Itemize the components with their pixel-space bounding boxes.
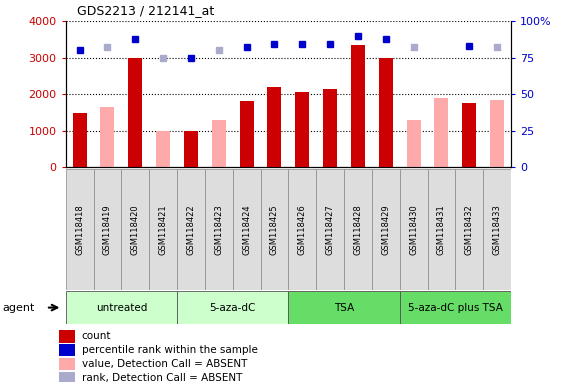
Text: TSA: TSA — [334, 303, 354, 313]
Bar — [295, 92, 309, 167]
Bar — [456, 169, 483, 290]
Bar — [73, 113, 87, 167]
Bar — [428, 169, 456, 290]
Bar — [122, 169, 149, 290]
Text: GSM118433: GSM118433 — [493, 204, 502, 255]
Text: rank, Detection Call = ABSENT: rank, Detection Call = ABSENT — [82, 373, 242, 383]
Bar — [288, 169, 316, 290]
Text: percentile rank within the sample: percentile rank within the sample — [82, 345, 258, 355]
Bar — [379, 58, 393, 167]
Bar — [59, 372, 75, 384]
Bar — [100, 107, 114, 167]
Text: GSM118429: GSM118429 — [381, 204, 391, 255]
Bar — [233, 169, 260, 290]
Bar — [66, 291, 177, 324]
Text: GSM118421: GSM118421 — [159, 204, 168, 255]
Text: GSM118418: GSM118418 — [75, 204, 84, 255]
Text: GSM118426: GSM118426 — [297, 204, 307, 255]
Bar — [483, 169, 511, 290]
Bar — [156, 131, 170, 167]
Bar — [240, 101, 254, 167]
Bar — [205, 169, 233, 290]
Bar — [94, 169, 122, 290]
Text: GDS2213 / 212141_at: GDS2213 / 212141_at — [77, 4, 214, 17]
Bar — [267, 87, 282, 167]
Text: GSM118423: GSM118423 — [214, 204, 223, 255]
Bar — [59, 344, 75, 356]
Text: GSM118431: GSM118431 — [437, 204, 446, 255]
Bar — [260, 169, 288, 290]
Text: GSM118422: GSM118422 — [186, 204, 195, 255]
Bar — [128, 58, 142, 167]
Bar — [351, 45, 365, 167]
Bar — [177, 169, 205, 290]
Bar — [177, 291, 288, 324]
Bar — [59, 330, 75, 343]
Bar — [400, 169, 428, 290]
Bar — [288, 291, 400, 324]
Text: GSM118432: GSM118432 — [465, 204, 474, 255]
Text: value, Detection Call = ABSENT: value, Detection Call = ABSENT — [82, 359, 247, 369]
Bar — [184, 131, 198, 167]
Text: 5-aza-dC plus TSA: 5-aza-dC plus TSA — [408, 303, 503, 313]
Text: GSM118419: GSM118419 — [103, 204, 112, 255]
Text: GSM118425: GSM118425 — [270, 204, 279, 255]
Bar — [59, 358, 75, 371]
Text: GSM118420: GSM118420 — [131, 204, 140, 255]
Bar — [212, 120, 226, 167]
Bar — [66, 169, 94, 290]
Bar — [435, 98, 448, 167]
Bar — [400, 291, 511, 324]
Text: GSM118428: GSM118428 — [353, 204, 363, 255]
Bar — [323, 89, 337, 167]
Bar — [407, 120, 421, 167]
Bar — [463, 103, 476, 167]
Text: GSM118430: GSM118430 — [409, 204, 418, 255]
Bar — [149, 169, 177, 290]
Text: GSM118424: GSM118424 — [242, 204, 251, 255]
Text: 5-aza-dC: 5-aza-dC — [210, 303, 256, 313]
Bar — [372, 169, 400, 290]
Text: GSM118427: GSM118427 — [325, 204, 335, 255]
Bar — [344, 169, 372, 290]
Bar — [316, 169, 344, 290]
Bar — [490, 99, 504, 167]
Text: agent: agent — [3, 303, 35, 313]
Text: untreated: untreated — [96, 303, 147, 313]
Text: count: count — [82, 331, 111, 341]
